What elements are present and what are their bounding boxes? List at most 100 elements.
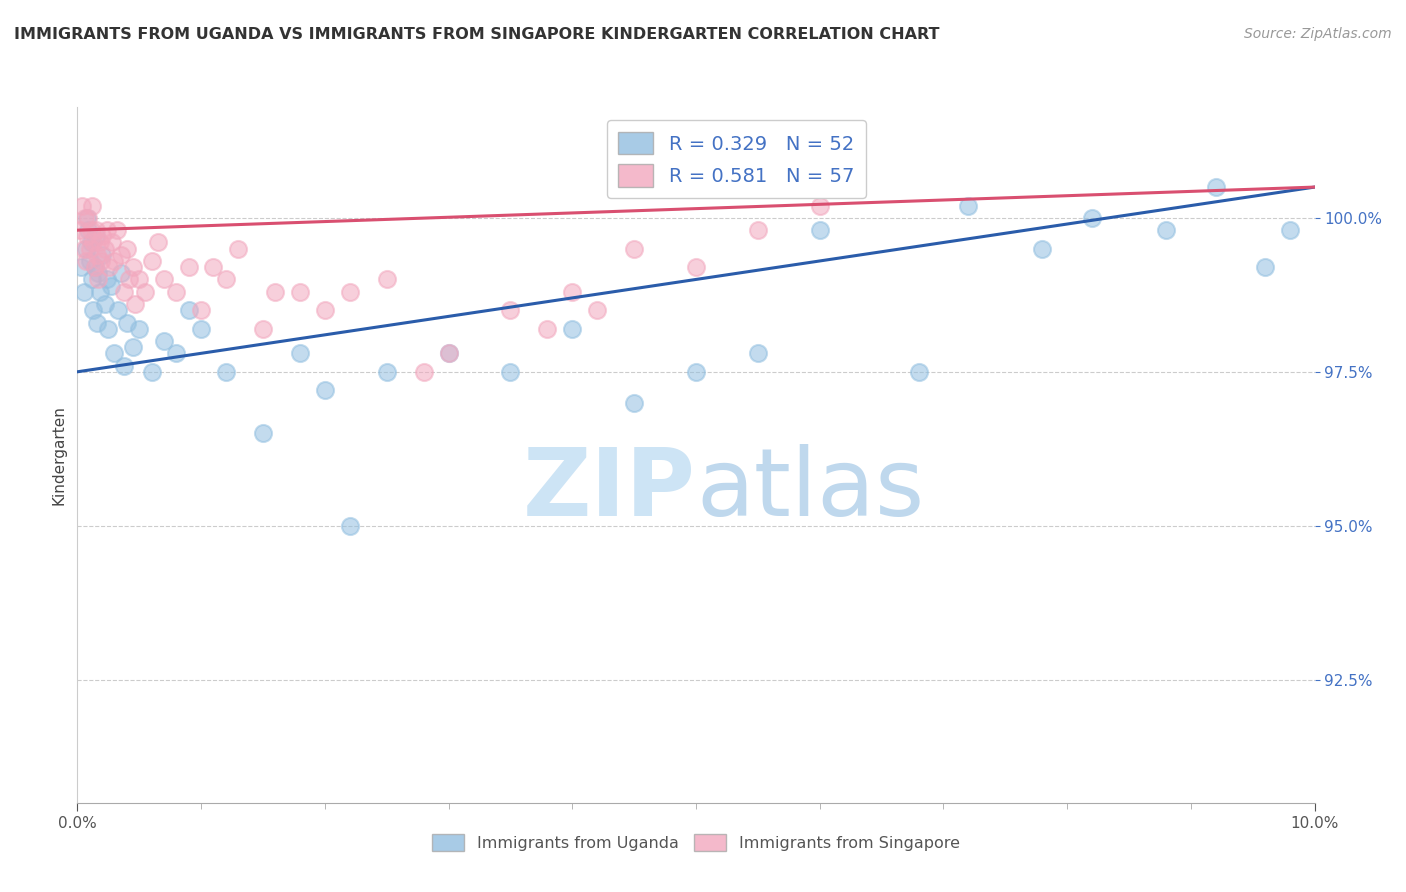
Point [165, 346, 187, 360]
Point [623, 395, 645, 409]
Point [202, 260, 225, 274]
Point [80, 223, 103, 237]
Point [75, 242, 97, 256]
Point [115, 316, 138, 330]
Point [77, 211, 100, 225]
Point [93, 242, 115, 256]
Point [536, 321, 558, 335]
Point [118, 272, 141, 286]
Point [177, 303, 200, 318]
Point [252, 426, 274, 441]
Legend: Immigrants from Uganda, Immigrants from Singapore: Immigrants from Uganda, Immigrants from … [426, 828, 966, 857]
Point [685, 260, 707, 274]
Point [134, 285, 156, 299]
Point [128, 321, 150, 335]
Point [89, 285, 111, 299]
Point [561, 285, 583, 299]
Point [264, 285, 287, 299]
Point [177, 260, 200, 274]
Point [84, 229, 107, 244]
Point [97, 321, 120, 335]
Point [1278, 223, 1301, 237]
Point [83, 260, 105, 274]
Point [437, 346, 460, 360]
Point [75, 254, 97, 268]
Point [82, 272, 104, 286]
Point [86, 248, 108, 262]
Text: IMMIGRANTS FROM UGANDA VS IMMIGRANTS FROM SINGAPORE KINDERGARTEN CORRELATION CHA: IMMIGRANTS FROM UGANDA VS IMMIGRANTS FRO… [14, 27, 939, 42]
Point [96, 223, 118, 237]
Point [314, 384, 336, 398]
Point [72, 285, 94, 299]
Point [90, 254, 112, 268]
Point [124, 297, 146, 311]
Point [165, 285, 187, 299]
Point [339, 518, 361, 533]
Point [375, 272, 398, 286]
Point [499, 303, 522, 318]
Point [76, 229, 98, 244]
Point [80, 235, 103, 250]
Point [77, 223, 100, 237]
Point [70, 260, 93, 274]
Point [87, 272, 110, 286]
Point [79, 242, 101, 256]
Point [586, 303, 609, 318]
Point [115, 242, 138, 256]
Point [141, 254, 163, 268]
Text: atlas: atlas [696, 443, 924, 536]
Point [122, 260, 145, 274]
Point [122, 340, 145, 354]
Point [98, 260, 121, 274]
Point [82, 303, 104, 318]
Point [412, 365, 434, 379]
Point [83, 260, 105, 274]
Point [153, 334, 176, 348]
Point [907, 365, 929, 379]
Text: ZIP: ZIP [523, 443, 696, 536]
Point [103, 254, 125, 268]
Point [112, 359, 135, 373]
Point [72, 242, 94, 256]
Point [100, 278, 122, 293]
Point [128, 272, 150, 286]
Point [808, 198, 831, 212]
Point [190, 321, 212, 335]
Point [105, 223, 128, 237]
Point [215, 272, 238, 286]
Point [93, 297, 115, 311]
Point [288, 346, 311, 360]
Point [96, 272, 118, 286]
Point [86, 316, 108, 330]
Point [314, 303, 336, 318]
Point [499, 365, 522, 379]
Point [288, 285, 311, 299]
Y-axis label: Kindergarten: Kindergarten [51, 405, 66, 505]
Point [437, 346, 460, 360]
Point [226, 242, 249, 256]
Point [685, 365, 707, 379]
Point [76, 211, 98, 225]
Point [146, 235, 169, 250]
Point [957, 198, 980, 212]
Point [561, 321, 583, 335]
Point [103, 346, 125, 360]
Point [1031, 242, 1053, 256]
Point [747, 223, 769, 237]
Point [87, 266, 110, 280]
Point [82, 235, 104, 250]
Point [79, 254, 101, 268]
Point [339, 285, 361, 299]
Point [91, 229, 114, 244]
Point [1205, 180, 1227, 194]
Point [110, 266, 132, 280]
Point [89, 235, 111, 250]
Point [808, 223, 831, 237]
Point [141, 365, 163, 379]
Point [110, 248, 132, 262]
Point [747, 346, 769, 360]
Point [72, 198, 94, 212]
Point [623, 242, 645, 256]
Point [69, 223, 91, 237]
Point [101, 235, 124, 250]
